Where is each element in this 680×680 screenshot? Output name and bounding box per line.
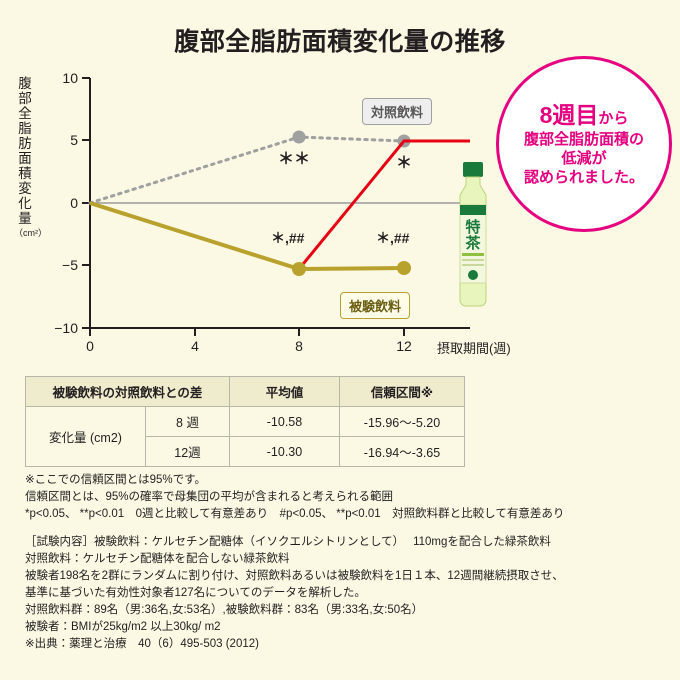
y-axis-title-unit: （cm²）: [14, 228, 47, 238]
x-tick-label: 12: [396, 338, 412, 354]
significance-marker-test-8w: ＊,##: [271, 230, 305, 246]
y-axis-title-char: 部: [18, 91, 32, 106]
y-axis-title-char: 脂: [18, 121, 32, 136]
page-title: 腹部全脂肪面積変化量の推移: [174, 28, 506, 56]
y-axis-title-char: 全: [18, 106, 32, 121]
footnote-line: 対照飲料群：89名（男:36名,女:53名）,被験飲料群：83名（男:33名,女…: [25, 604, 424, 617]
y-tick-label: −5: [62, 257, 78, 273]
series-control-line: [88, 135, 406, 205]
y-axis-title-char: 量: [18, 211, 32, 226]
footnote-line: ※ここでの信頼区間とは95%です。: [25, 474, 207, 486]
x-tick-label: 8: [295, 338, 303, 354]
table-cell-mean: -10.30: [229, 436, 340, 467]
product-bottle-image: 特 茶: [459, 162, 487, 307]
callout-line-3: 低減が: [561, 150, 607, 168]
x-tick-label: 4: [191, 338, 199, 354]
callout-line-1: 8週目から: [540, 101, 629, 130]
callout-strong: 8週目: [539, 101, 599, 128]
table-header-cell: 平均値: [229, 376, 340, 407]
y-tick-label: −10: [54, 320, 78, 336]
footnote-line: 対照飲料：ケルセチン配糖体を配合しない緑茶飲料: [25, 553, 290, 566]
series-control-point: [292, 130, 306, 144]
series-label-control: 対照飲料: [362, 98, 433, 125]
x-tick-label: 0: [86, 338, 94, 354]
table-header-cell: 信頼区間※: [339, 376, 465, 407]
chart-area: 10 5 0 −5 −10 0 4 8 12 摂取期間(週) ＊＊ ＊ ＊,##…: [0, 60, 680, 360]
y-axis-title-char: 腹: [18, 76, 32, 91]
x-axis-title: 摂取期間(週): [437, 341, 511, 356]
svg-text:茶: 茶: [464, 234, 481, 252]
footnotes: ※ここでの信頼区間とは95%です。 信頼区間とは、95%の確率で母集団の平均が含…: [25, 472, 661, 653]
y-axis-title-char: 化: [18, 196, 32, 211]
table-row: 変化量 (cm2) 8 週 -10.58 -15.96〜-5.20: [25, 406, 465, 467]
series-test-point: [397, 261, 411, 275]
footnote-line: 被験者198名を2群にランダムに割り付け、対照飲料あるいは被験飲料を1日１本、1…: [25, 570, 564, 583]
table-cell-ci: -16.94〜-3.65: [339, 436, 465, 467]
table-row-label: 変化量 (cm2): [25, 406, 146, 467]
callout-line-2: 腹部全脂肪面積の: [523, 130, 644, 148]
table-header-row: 被験飲料の対照飲料との差 平均値 信頼区間※: [25, 376, 465, 407]
significance-marker-control-8w: ＊＊: [278, 151, 311, 168]
y-tick-label: 0: [70, 195, 78, 211]
callout-line-4: 認められました。: [523, 169, 644, 187]
series-test-line: [89, 201, 405, 272]
callout-line1-rest: から: [598, 109, 629, 127]
svg-text:特: 特: [465, 218, 480, 236]
table-header-cell: 被験飲料の対照飲料との差: [25, 376, 230, 407]
y-axis-title-char: 変: [18, 181, 32, 196]
y-tick-label: 5: [70, 132, 78, 148]
results-table: 被験飲料の対照飲料との差 平均値 信頼区間※ 変化量 (cm2) 8 週 -10…: [25, 376, 465, 467]
significance-marker-control-12w: ＊: [396, 155, 413, 172]
table-cell-period: 8 週: [145, 406, 230, 437]
y-axis-title: 腹 部 全 脂 肪 面 積 変 化 量 （cm²）: [14, 76, 47, 241]
line-chart: [82, 77, 470, 336]
y-tick-label: 10: [62, 70, 78, 86]
table-cell-mean: -10.58: [229, 406, 340, 437]
series-label-test: 被験飲料: [340, 292, 411, 319]
significance-marker-test-12w: ＊,##: [376, 230, 410, 246]
table-row: 12週 -10.30 -16.94〜-3.65: [26, 436, 465, 467]
footnote-line: 基準に基づいた有効性対象者127名についてのデータを解析した。: [25, 587, 366, 600]
footnote-line: *p<0.05、 **p<0.01 0週と比較して有意差あり #p<0.05、 …: [25, 508, 565, 521]
y-axis-title-char: 面: [18, 151, 32, 166]
y-axis-title-char: 積: [18, 166, 32, 181]
y-axis-title-char: 肪: [18, 136, 32, 151]
table-cell-period: 12週: [145, 436, 230, 467]
footnote-line: ［試験内容］被験飲料：ケルセチン配糖体（イソクエルシトリンとして） 110mgを…: [25, 536, 551, 549]
callout-bubble: 8週目から 腹部全脂肪面積の 低減が 認められました。: [496, 56, 672, 232]
series-test-point: [292, 262, 306, 276]
footnote-line: 被験者：BMIが25kg/m2 以上30kg/ m2: [25, 621, 221, 634]
footnote-line: ※出典：薬理と治療 40（6）495-503 (2012): [25, 638, 259, 651]
table-cell-ci: -15.96〜-5.20: [339, 406, 465, 437]
footnote-line: 信頼区間とは、95%の確率で母集団の平均が含まれると考えられる範囲: [25, 491, 394, 504]
